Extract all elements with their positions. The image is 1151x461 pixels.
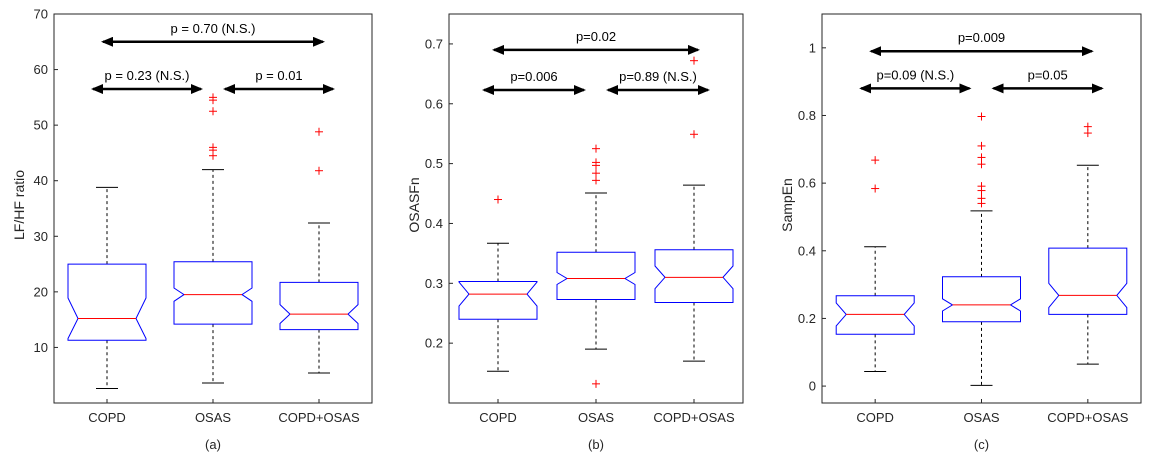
outlier-marker <box>977 153 986 162</box>
y-tick-label: 0.4 <box>798 243 816 258</box>
outlier-marker <box>690 56 698 65</box>
outlier-marker <box>592 169 600 178</box>
x-tick-label: COPD <box>88 410 126 425</box>
y-tick-label: 0.6 <box>798 176 816 191</box>
y-tick-label: 0.5 <box>425 156 443 171</box>
y-tick-label: 0.2 <box>798 311 816 326</box>
y-tick-label: 40 <box>34 173 48 188</box>
p-value-label: p=0.02 <box>576 29 616 44</box>
notched-box <box>67 263 147 341</box>
p-value-label: p=0.009 <box>958 30 1005 45</box>
x-tick-label: OSAS <box>578 410 614 425</box>
y-tick-label: 0.8 <box>798 108 816 123</box>
panel-2: 0.2 0.3 0.4 0.5 0.6 0.7 OSASFn COPD OSAS COPD+OSA… <box>406 13 744 452</box>
y-tick-label: 20 <box>34 284 48 299</box>
outlier-marker <box>494 195 502 204</box>
y-tick-label: 0.2 <box>425 336 443 351</box>
outlier-marker <box>977 160 986 169</box>
y-axis-label: SampEn <box>779 178 795 232</box>
box-copd <box>458 195 538 372</box>
outlier-marker <box>977 112 986 121</box>
outlier-marker <box>209 93 217 102</box>
p-value-label: p=0.006 <box>510 69 557 84</box>
notched-box <box>835 295 915 335</box>
box-osas <box>942 112 1021 386</box>
outlier-marker <box>871 156 880 165</box>
outlier-marker <box>977 194 986 203</box>
outlier-marker <box>592 379 600 388</box>
outlier-marker <box>315 127 323 136</box>
y-tick-label: 70 <box>34 7 48 22</box>
y-tick-label: 1 <box>809 40 816 55</box>
y-tick-label: 0.3 <box>425 276 443 291</box>
outlier-marker <box>592 158 600 167</box>
p-value-label: p = 0.70 (N.S.) <box>171 21 256 36</box>
outlier-marker <box>592 144 600 153</box>
x-tick-label: COPD <box>856 410 894 425</box>
notched-box <box>556 251 636 300</box>
box-copd <box>835 156 915 373</box>
notched-box <box>1048 247 1128 315</box>
x-tick-label: OSAS <box>195 410 231 425</box>
p-value-label: p=0.09 (N.S.) <box>876 67 954 82</box>
panel-caption: (a) <box>205 437 221 452</box>
outlier-marker <box>315 166 323 175</box>
x-tick-label: COPD <box>479 410 517 425</box>
y-tick-label: 0.4 <box>425 216 443 231</box>
y-tick-label: 50 <box>34 118 48 133</box>
y-tick-label: 0 <box>809 379 816 394</box>
p-value-label: p=0.89 (N.S.) <box>619 69 697 84</box>
outlier-marker <box>592 176 600 185</box>
p-value-label: p = 0.23 (N.S.) <box>105 68 190 83</box>
y-tick-label: 30 <box>34 229 48 244</box>
x-tick-label: COPD+OSAS <box>1047 410 1129 425</box>
box-copd <box>67 186 147 390</box>
axes-frame <box>821 13 1142 404</box>
notched-box <box>942 276 1021 323</box>
box-copd-osas <box>654 56 734 362</box>
notched-box <box>654 249 734 303</box>
outlier-marker <box>690 130 698 139</box>
outlier-marker <box>209 143 217 152</box>
y-axis-label: LF/HF ratio <box>11 170 27 240</box>
box-copd-osas <box>279 127 359 374</box>
outlier-marker <box>209 107 217 116</box>
box-osas <box>173 93 253 384</box>
y-tick-label: 0.6 <box>425 96 443 111</box>
outlier-marker <box>977 141 986 150</box>
y-tick-label: 0.7 <box>425 36 443 51</box>
outlier-marker <box>871 184 880 193</box>
box-osas <box>556 144 636 388</box>
box-copd-osas <box>1048 122 1128 365</box>
x-tick-label: COPD+OSAS <box>653 410 735 425</box>
panel-caption: (c) <box>974 437 989 452</box>
x-tick-label: COPD+OSAS <box>278 410 360 425</box>
panel-1: 10 20 30 40 50 60 70 LF/HF ratio COPD OSAS COPD+OS… <box>11 7 373 452</box>
panel-3: 0 0.2 0.4 0.6 0.8 1 SampEn COPD OSAS COPD+OSAS (c)… <box>779 13 1142 452</box>
outlier-marker <box>977 182 986 191</box>
notched-box <box>173 261 253 325</box>
notched-box <box>458 281 538 320</box>
notched-box <box>279 281 359 331</box>
y-axis-label: OSASFn <box>406 177 422 232</box>
x-tick-label: OSAS <box>963 410 999 425</box>
y-tick-label: 10 <box>34 340 48 355</box>
y-tick-label: 60 <box>34 62 48 77</box>
p-value-label: p = 0.01 <box>255 68 302 83</box>
panel-caption: (b) <box>588 437 604 452</box>
outlier-marker <box>1083 122 1092 131</box>
p-value-label: p=0.05 <box>1028 67 1068 82</box>
